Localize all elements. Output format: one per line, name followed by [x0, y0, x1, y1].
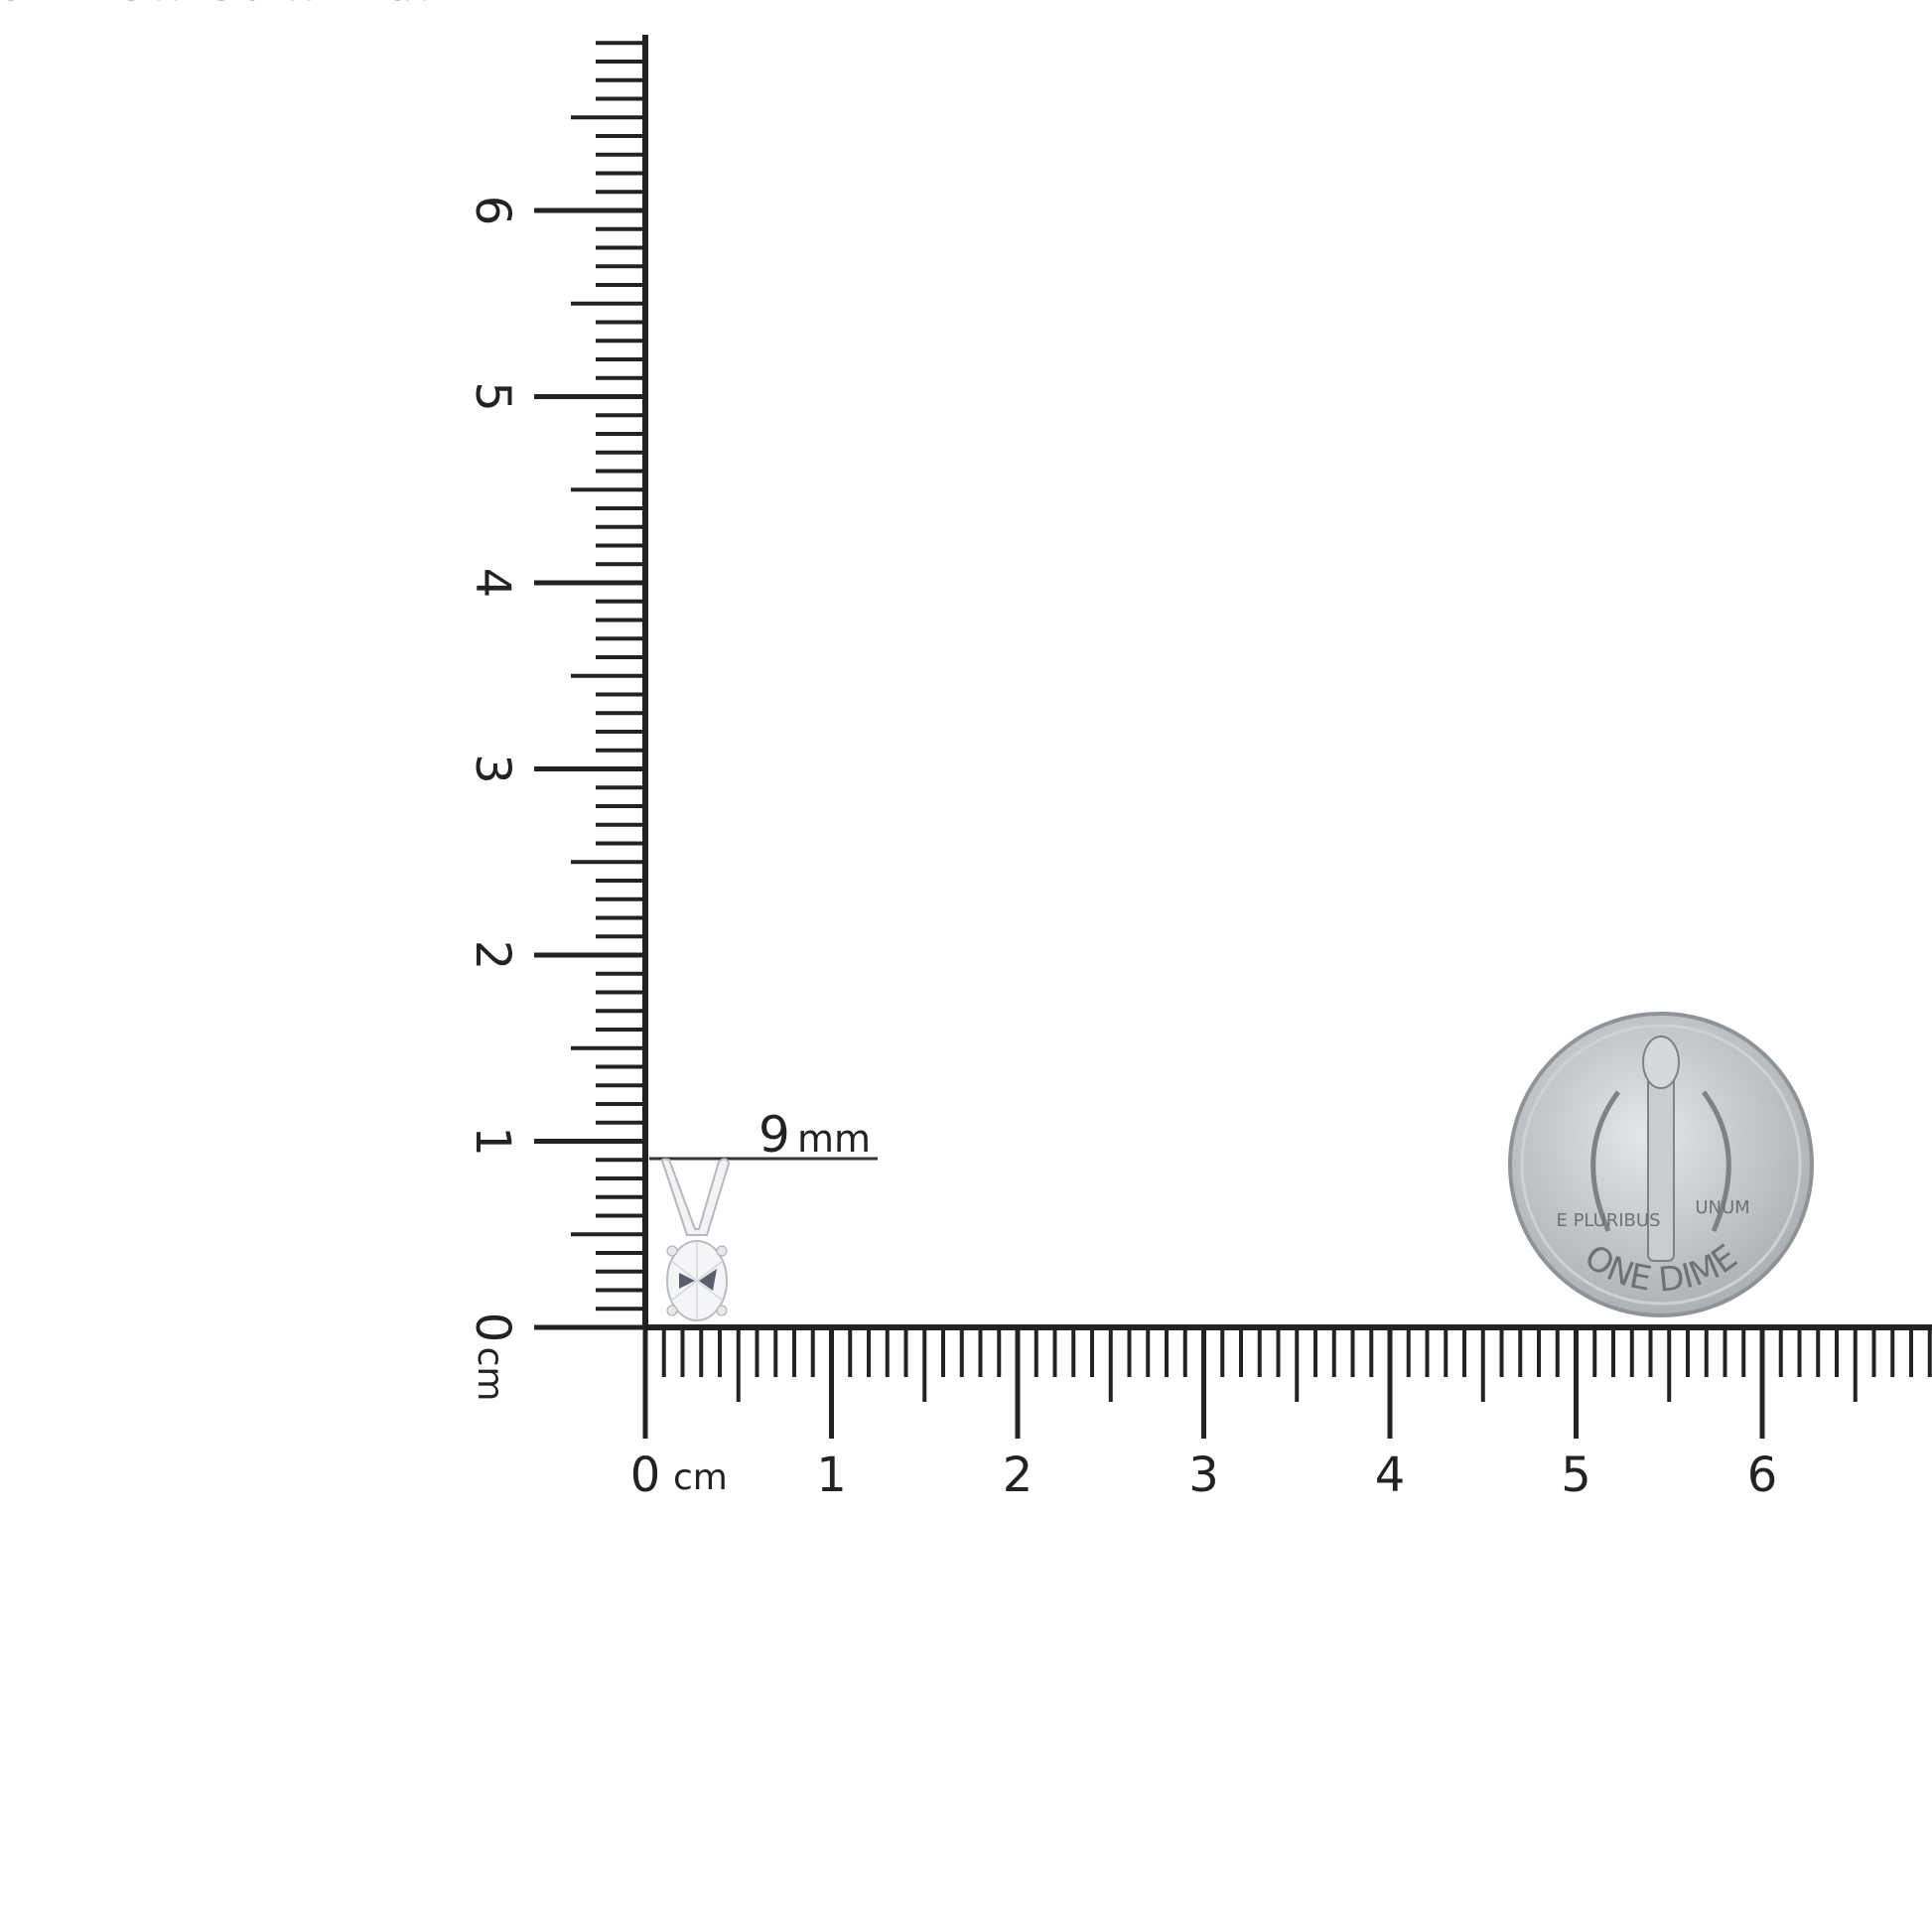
- horizontal-ruler-labels: 0 cm 1 2 3 4 5 6: [630, 1448, 1778, 1503]
- dime-coin: UNITED STATES OF AMERICA ONE DIME E PLUR…: [0, 0, 1814, 1317]
- horizontal-ruler: [642, 1324, 1932, 1439]
- horizontal-ruler-label: 2: [1003, 1448, 1034, 1503]
- horizontal-ruler-label: 0: [630, 1448, 661, 1503]
- vertical-ruler-label: 5: [465, 381, 520, 412]
- horizontal-ruler-label: 4: [1375, 1448, 1406, 1503]
- vertical-ruler: [534, 35, 648, 1330]
- coin-top-text: UNITED STATES OF AMERICA: [0, 0, 427, 8]
- coin-left-motto: E PLURIBUS: [1556, 1210, 1660, 1231]
- horizontal-ruler-label: 1: [816, 1448, 847, 1503]
- measurement-value: 9: [759, 1106, 790, 1164]
- vertical-ruler-label: 6: [465, 196, 520, 226]
- vertical-ruler-labels: 0 cm 1 2 3 4 5 6: [465, 196, 520, 1402]
- horizontal-ruler-unit: cm: [673, 1457, 728, 1498]
- vertical-ruler-unit: cm: [470, 1347, 510, 1402]
- measurement-unit: mm: [797, 1117, 871, 1161]
- horizontal-ruler-label: 5: [1561, 1448, 1591, 1503]
- vertical-ruler-label: 4: [465, 568, 520, 599]
- vertical-ruler-label: 2: [465, 940, 520, 971]
- vertical-ruler-label: 0: [465, 1312, 520, 1343]
- horizontal-ruler-label: 6: [1747, 1448, 1778, 1503]
- vertical-ruler-label: 1: [465, 1126, 520, 1157]
- vertical-ruler-label: 3: [465, 754, 520, 784]
- measurement-line: 9 mm: [649, 1106, 878, 1164]
- horizontal-ruler-label: 3: [1188, 1448, 1219, 1503]
- oval-diamond-pendant-icon: [660, 1158, 731, 1321]
- coin-right-motto: UNUM: [1695, 1197, 1749, 1218]
